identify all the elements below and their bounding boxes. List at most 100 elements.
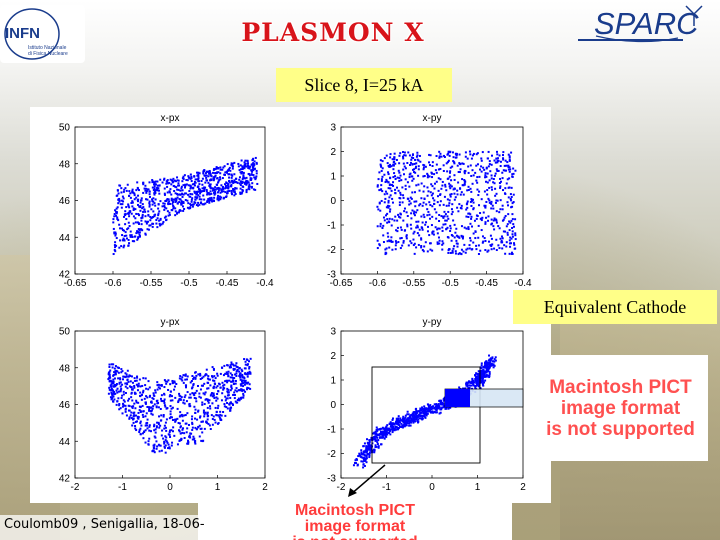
data-point bbox=[187, 184, 190, 187]
data-point bbox=[434, 169, 437, 172]
data-point bbox=[449, 166, 452, 169]
data-point bbox=[117, 219, 120, 222]
data-point bbox=[205, 170, 208, 173]
data-point bbox=[391, 418, 394, 421]
data-point bbox=[438, 242, 441, 245]
data-point bbox=[495, 218, 498, 221]
data-point bbox=[216, 422, 219, 425]
data-point bbox=[463, 182, 466, 185]
data-point bbox=[245, 358, 248, 361]
data-point bbox=[143, 397, 146, 400]
data-point bbox=[163, 400, 166, 403]
data-point bbox=[242, 396, 245, 399]
data-point bbox=[444, 219, 447, 222]
data-point bbox=[165, 199, 168, 202]
data-point bbox=[130, 396, 133, 399]
data-point bbox=[203, 403, 206, 406]
data-point bbox=[210, 179, 213, 182]
data-point bbox=[115, 383, 118, 386]
data-point bbox=[445, 227, 448, 230]
data-point bbox=[174, 210, 177, 213]
data-point bbox=[437, 404, 440, 407]
data-point bbox=[132, 405, 135, 408]
data-point bbox=[243, 166, 246, 169]
data-point bbox=[248, 188, 251, 191]
data-point bbox=[480, 229, 483, 232]
data-point bbox=[466, 157, 469, 160]
data-point bbox=[178, 193, 181, 196]
data-point bbox=[236, 366, 239, 369]
data-point bbox=[510, 199, 513, 202]
data-point bbox=[216, 372, 219, 375]
data-point bbox=[136, 200, 139, 203]
data-point bbox=[149, 195, 152, 198]
data-point bbox=[481, 235, 484, 238]
data-point bbox=[154, 191, 157, 194]
data-point bbox=[238, 169, 241, 172]
data-point bbox=[369, 449, 372, 452]
data-point bbox=[197, 173, 200, 176]
data-point bbox=[205, 188, 208, 191]
y-tick-label: 2 bbox=[330, 147, 336, 158]
data-point bbox=[487, 215, 490, 218]
data-point bbox=[138, 231, 141, 234]
data-point bbox=[410, 417, 413, 420]
data-point bbox=[113, 244, 116, 247]
data-point bbox=[163, 427, 166, 430]
data-point bbox=[387, 171, 390, 174]
data-point bbox=[182, 184, 185, 187]
data-point bbox=[376, 185, 379, 188]
data-point bbox=[148, 181, 151, 184]
data-point bbox=[163, 386, 166, 389]
data-point bbox=[248, 184, 251, 187]
data-point bbox=[398, 201, 401, 204]
data-point bbox=[223, 403, 226, 406]
data-point bbox=[153, 181, 156, 184]
data-point bbox=[153, 451, 156, 454]
data-point bbox=[475, 153, 478, 156]
data-point bbox=[184, 414, 187, 417]
data-point bbox=[480, 219, 483, 222]
data-point bbox=[204, 174, 207, 177]
data-point bbox=[248, 166, 251, 169]
data-point bbox=[244, 162, 247, 165]
data-point bbox=[410, 156, 413, 159]
data-point bbox=[186, 391, 189, 394]
data-point bbox=[207, 198, 210, 201]
data-point bbox=[158, 192, 161, 195]
data-point bbox=[150, 217, 153, 220]
data-point bbox=[144, 441, 147, 444]
data-point bbox=[142, 210, 145, 213]
data-point bbox=[148, 425, 151, 428]
data-point bbox=[174, 419, 177, 422]
data-point bbox=[174, 180, 177, 183]
data-point bbox=[240, 396, 243, 399]
data-point bbox=[413, 210, 416, 213]
data-point bbox=[388, 205, 391, 208]
data-point bbox=[137, 417, 140, 420]
data-point bbox=[177, 401, 180, 404]
data-point bbox=[431, 205, 434, 208]
data-point bbox=[376, 225, 379, 228]
data-point bbox=[171, 379, 174, 382]
data-point bbox=[109, 396, 112, 399]
data-point bbox=[233, 194, 236, 197]
data-point bbox=[484, 221, 487, 224]
data-point bbox=[253, 168, 256, 171]
data-point bbox=[396, 428, 399, 431]
data-point bbox=[226, 186, 229, 189]
data-point bbox=[415, 162, 418, 165]
data-point bbox=[440, 215, 443, 218]
data-point bbox=[153, 423, 156, 426]
data-point bbox=[164, 215, 167, 218]
data-point bbox=[253, 160, 256, 163]
data-point bbox=[218, 187, 221, 190]
data-point bbox=[510, 251, 513, 254]
data-point bbox=[388, 217, 391, 220]
data-point bbox=[120, 187, 123, 190]
data-point bbox=[413, 200, 416, 203]
data-point bbox=[190, 177, 193, 180]
data-point bbox=[447, 177, 450, 180]
data-point bbox=[392, 425, 395, 428]
data-point bbox=[149, 410, 152, 413]
